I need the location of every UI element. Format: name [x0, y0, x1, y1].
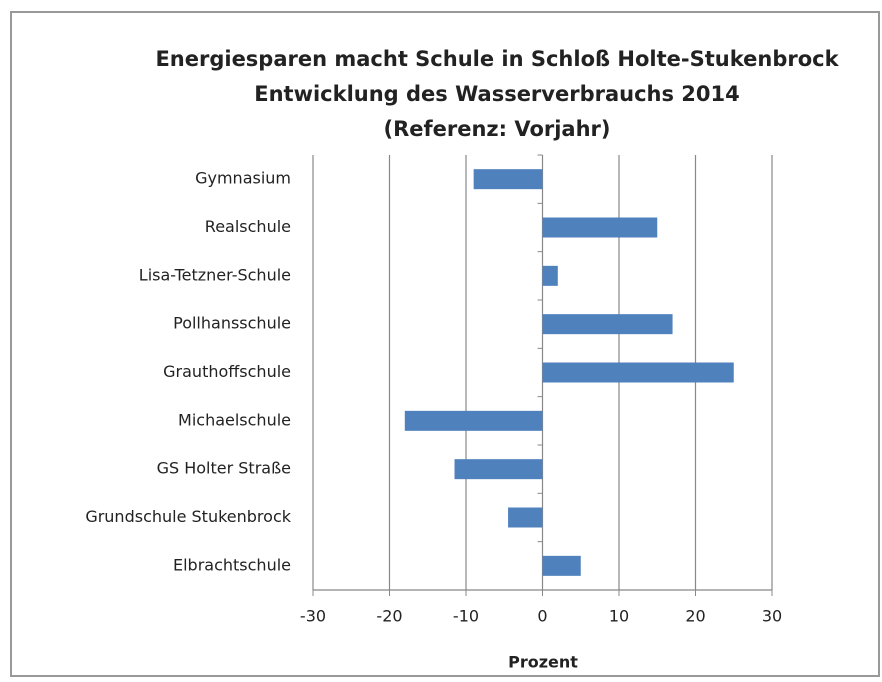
y-tick-label: Realschule [205, 217, 291, 236]
bar [473, 169, 543, 190]
chart-title: Entwicklung des Wasserverbrauchs 2014 [254, 82, 740, 106]
x-tick-label: 0 [537, 607, 547, 626]
x-tick-label: -20 [376, 607, 402, 626]
y-tick-label: Lisa-Tetzner-Schule [139, 265, 291, 284]
bar [542, 362, 734, 383]
x-tick-label: -10 [453, 607, 479, 626]
bar [454, 459, 543, 480]
x-axis-label: Prozent [508, 653, 578, 672]
y-tick-label: Gymnasium [195, 169, 291, 188]
y-tick-label: GS Holter Straße [157, 459, 291, 478]
y-tick-label: Elbrachtschule [173, 555, 291, 574]
bar [542, 265, 558, 286]
x-tick-label: 30 [762, 607, 782, 626]
y-tick-label: Grundschule Stukenbrock [85, 507, 291, 526]
chart-title: (Referenz: Vorjahr) [383, 117, 610, 141]
bar [542, 314, 673, 335]
chart-title: Energiesparen macht Schule in Schloß Hol… [155, 47, 839, 71]
y-tick-label: Grauthoffschule [163, 362, 291, 381]
bar [542, 555, 581, 576]
x-tick-label: 20 [685, 607, 705, 626]
chart-frame [10, 11, 880, 677]
y-tick-label: Pollhansschule [173, 314, 291, 333]
x-tick-label: -30 [300, 607, 326, 626]
bar [542, 217, 658, 238]
x-tick-label: 10 [609, 607, 629, 626]
bar [508, 507, 543, 528]
bar [404, 410, 543, 431]
y-tick-label: Michaelschule [178, 410, 291, 429]
